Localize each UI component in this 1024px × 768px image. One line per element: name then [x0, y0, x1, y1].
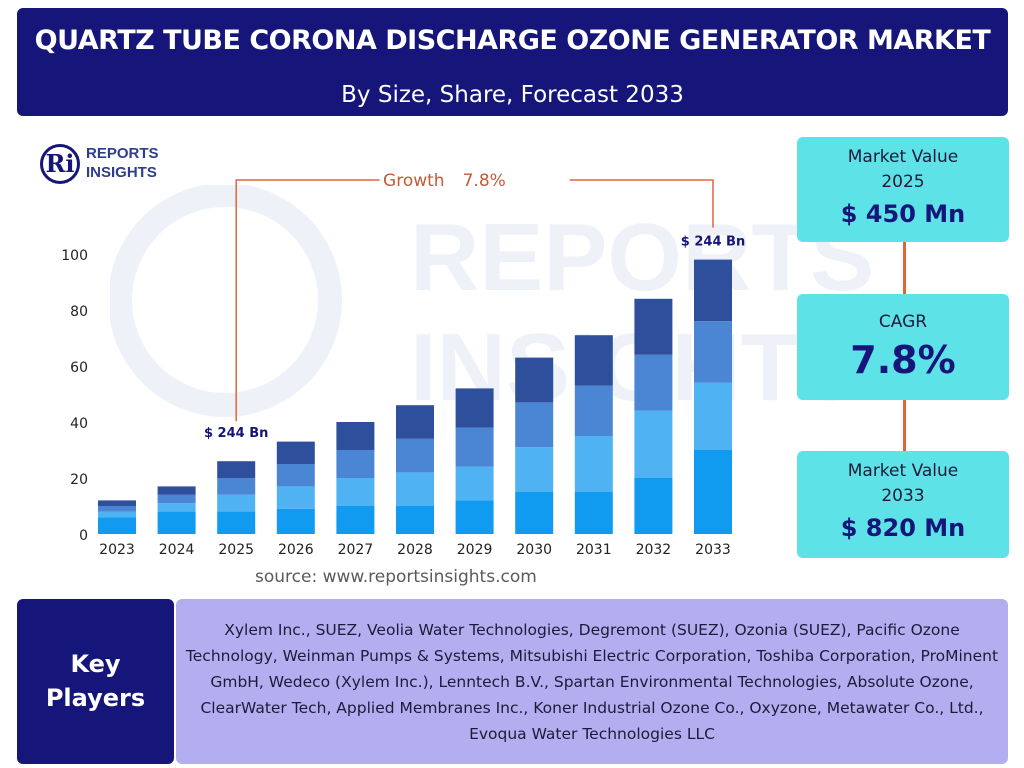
end-value-label: $ 244 Bn	[681, 235, 745, 250]
x-tick-label: 2023	[99, 542, 135, 558]
connector-line	[903, 242, 906, 294]
bar-segment	[276, 508, 315, 534]
x-tick-label: 2028	[397, 542, 433, 558]
x-tick-label: 2027	[338, 542, 374, 558]
bar-segment	[396, 405, 434, 439]
y-tick-label: 20	[70, 472, 88, 488]
market-value-2025-card: Market Value 2025 $ 450 Mn	[797, 137, 1009, 242]
start-value-label: $ 244 Bn	[204, 426, 268, 441]
kpi-2033-label-line1: Market Value	[847, 461, 959, 481]
bar-segment	[157, 511, 196, 534]
bar-segment	[694, 382, 732, 450]
logo-mark-icon: Ri	[40, 144, 80, 184]
market-value-2033-card: Market Value 2033 $ 820 Mn	[797, 451, 1009, 558]
x-tick-label: 2032	[636, 542, 672, 558]
bar-segment	[515, 492, 554, 534]
bar-segment	[217, 478, 256, 495]
bar-segment	[336, 450, 375, 478]
bar-segment	[217, 511, 256, 534]
y-tick-label: 40	[70, 416, 88, 432]
logo-text: REPORTS INSIGHTS	[86, 144, 159, 182]
bar-segment	[217, 494, 256, 512]
bar-segment	[98, 506, 136, 512]
bar-segment	[336, 422, 375, 450]
y-tick-label: 0	[79, 528, 88, 544]
bar-segment	[157, 486, 196, 495]
x-tick-label: 2033	[695, 542, 731, 558]
bar-segment	[515, 447, 554, 492]
bar-segment	[455, 388, 494, 428]
x-tick-label: 2029	[457, 542, 493, 558]
bar-segment	[634, 410, 673, 478]
y-tick-label: 100	[61, 248, 88, 264]
x-tick-label: 2025	[218, 542, 254, 558]
bar-segment	[157, 503, 196, 512]
kpi-2033-label-line2: 2033	[881, 486, 925, 506]
bar-segment	[98, 500, 136, 506]
page-title: QUARTZ TUBE CORONA DISCHARGE OZONE GENER…	[34, 25, 991, 56]
growth-value: 7.8%	[463, 171, 506, 191]
bar-segment	[515, 357, 554, 403]
x-axis: 2023 2024 2025 2026 2027 2028 2029 2030 2031 2032…	[99, 542, 731, 558]
bar-segment	[694, 321, 732, 383]
y-tick-label: 60	[70, 360, 88, 376]
x-tick-label: 2024	[159, 542, 195, 558]
bars	[98, 259, 732, 534]
bar-segment	[574, 436, 613, 492]
logo-line2: INSIGHTS	[86, 164, 157, 181]
y-tick-label: 80	[70, 304, 88, 320]
x-tick-label: 2031	[576, 542, 612, 558]
bar-segment	[694, 259, 732, 322]
bar-segment	[694, 450, 732, 534]
growth-label: Growth	[383, 171, 445, 191]
x-tick-label: 2030	[516, 542, 552, 558]
bar-segment	[515, 402, 554, 448]
bar-segment	[574, 385, 613, 436]
bar-segment	[634, 354, 673, 411]
bar-segment	[634, 298, 673, 355]
kpi-cagr-value: 7.8%	[850, 338, 956, 382]
bar-segment	[217, 461, 256, 478]
bar-segment	[336, 478, 375, 506]
logo-line1: REPORTS	[86, 145, 159, 162]
key-players-heading-line2: Players	[45, 684, 146, 712]
y-axis: 0 20 40 60 80 100	[61, 248, 88, 544]
bar-segment	[396, 438, 434, 473]
bar-segment	[634, 478, 673, 534]
bar-segment	[157, 494, 196, 504]
kpi-2025-label-line1: Market Value	[847, 147, 959, 167]
key-players-list: Xylem Inc., SUEZ, Veolia Water Technolog…	[176, 599, 1008, 764]
kpi-2033-value: $ 820 Mn	[840, 514, 966, 542]
bar-segment	[574, 335, 613, 386]
kpi-cagr-label: CAGR	[878, 312, 928, 332]
key-players-heading: Key Players	[17, 599, 174, 764]
brand-logo: Ri REPORTS INSIGHTS	[40, 140, 200, 188]
bar-segment	[396, 472, 434, 506]
kpi-2025-label-line2: 2025	[881, 172, 925, 192]
bar-segment	[276, 464, 315, 487]
bar-segment	[276, 486, 315, 509]
bar-segment	[396, 506, 434, 534]
bar-segment	[276, 441, 315, 464]
cagr-card: CAGR 7.8%	[797, 294, 1009, 400]
growth-annotation: Growth 7.8% $ 244 Bn $ 244 Bn	[204, 166, 745, 441]
bar-segment	[98, 511, 136, 518]
bar-segment	[455, 466, 494, 501]
key-players-heading-line1: Key	[70, 650, 121, 678]
bar-segment	[574, 492, 613, 534]
connector-line	[903, 400, 906, 451]
page-subtitle: By Size, Share, Forecast 2033	[341, 82, 684, 108]
bar-segment	[336, 506, 375, 534]
growth-label-background	[379, 166, 570, 194]
bar-segment	[455, 500, 494, 534]
bar-segment	[455, 427, 494, 467]
kpi-2025-value: $ 450 Mn	[840, 200, 966, 228]
bar-segment	[98, 517, 136, 534]
source-note: source: www.reportsinsights.com	[255, 567, 537, 587]
header-banner: QUARTZ TUBE CORONA DISCHARGE OZONE GENER…	[17, 8, 1008, 116]
x-tick-label: 2026	[278, 542, 314, 558]
